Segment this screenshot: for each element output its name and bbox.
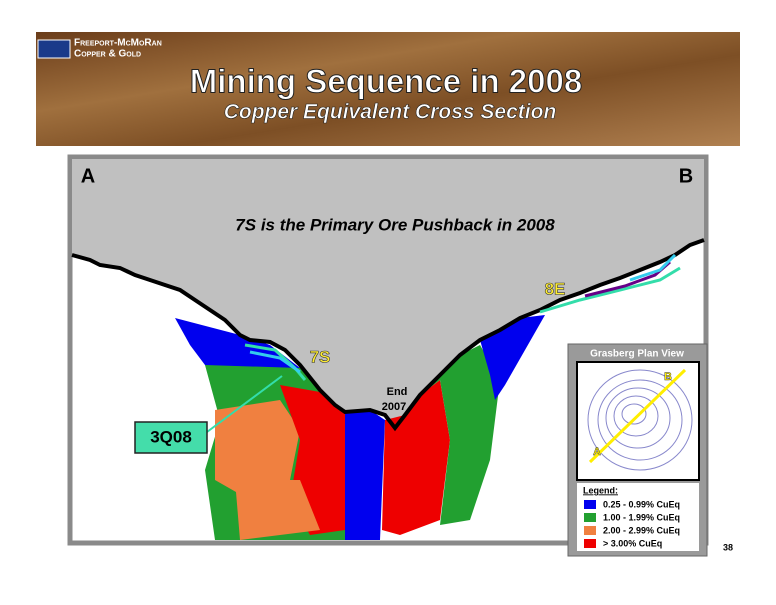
legend-swatch: [584, 539, 596, 548]
legend-swatch: [584, 526, 596, 535]
ore-green: [420, 345, 500, 525]
logo-text: Copper & Gold: [74, 49, 141, 60]
ore-orange: [215, 400, 300, 500]
inset-title: Grasberg Plan View: [590, 349, 684, 360]
end-label: 2007: [382, 401, 406, 413]
ore-orange: [235, 480, 320, 540]
plan-contours: [587, 369, 693, 471]
legend-item: 2.00 - 2.99% CuEq: [603, 525, 680, 535]
ore-blue: [480, 315, 545, 400]
legend-item: 0.25 - 0.99% CuEq: [603, 499, 680, 509]
section-caption: 7S is the Primary Ore Pushback in 2008: [235, 215, 555, 234]
end-label: End: [387, 386, 408, 398]
logo-mark: [37, 39, 71, 59]
quarter-label: 3Q08: [150, 427, 192, 446]
legend-box: [577, 483, 699, 551]
legend-swatch: [584, 500, 596, 509]
sequence-line: [244, 343, 307, 381]
plan-label: A: [593, 446, 601, 458]
pit-sky: [72, 159, 704, 428]
callout-line: [206, 375, 283, 433]
title: Mining Sequence in 2008: [190, 63, 582, 100]
pushback-label: 8E: [545, 279, 566, 298]
plan-label: B: [664, 371, 672, 383]
quarter-box: [134, 421, 208, 454]
legend-item: 1.00 - 1.99% CuEq: [603, 512, 680, 522]
ore-blue: [345, 410, 385, 540]
pushback-label: 7S: [310, 347, 331, 366]
section-end-label: A: [81, 165, 95, 187]
header-band: [36, 32, 740, 146]
plan-section-line: [588, 368, 687, 464]
ore-zones: [175, 315, 545, 540]
subtitle: Copper Equivalent Cross Section: [224, 101, 557, 124]
logo-text: Freeport-McMoRan: [74, 38, 162, 49]
page-number: 38: [723, 542, 733, 552]
section-end-label: B: [679, 165, 693, 187]
sequence-line: [629, 253, 677, 282]
legend-swatch: [584, 513, 596, 522]
ore-red: [382, 380, 450, 535]
legend-item: > 3.00% CuEq: [603, 538, 662, 548]
legend-title: Legend:: [583, 485, 618, 495]
sequence-line: [249, 350, 301, 374]
pit-outline: [71, 238, 705, 432]
sequence-line: [539, 266, 681, 314]
